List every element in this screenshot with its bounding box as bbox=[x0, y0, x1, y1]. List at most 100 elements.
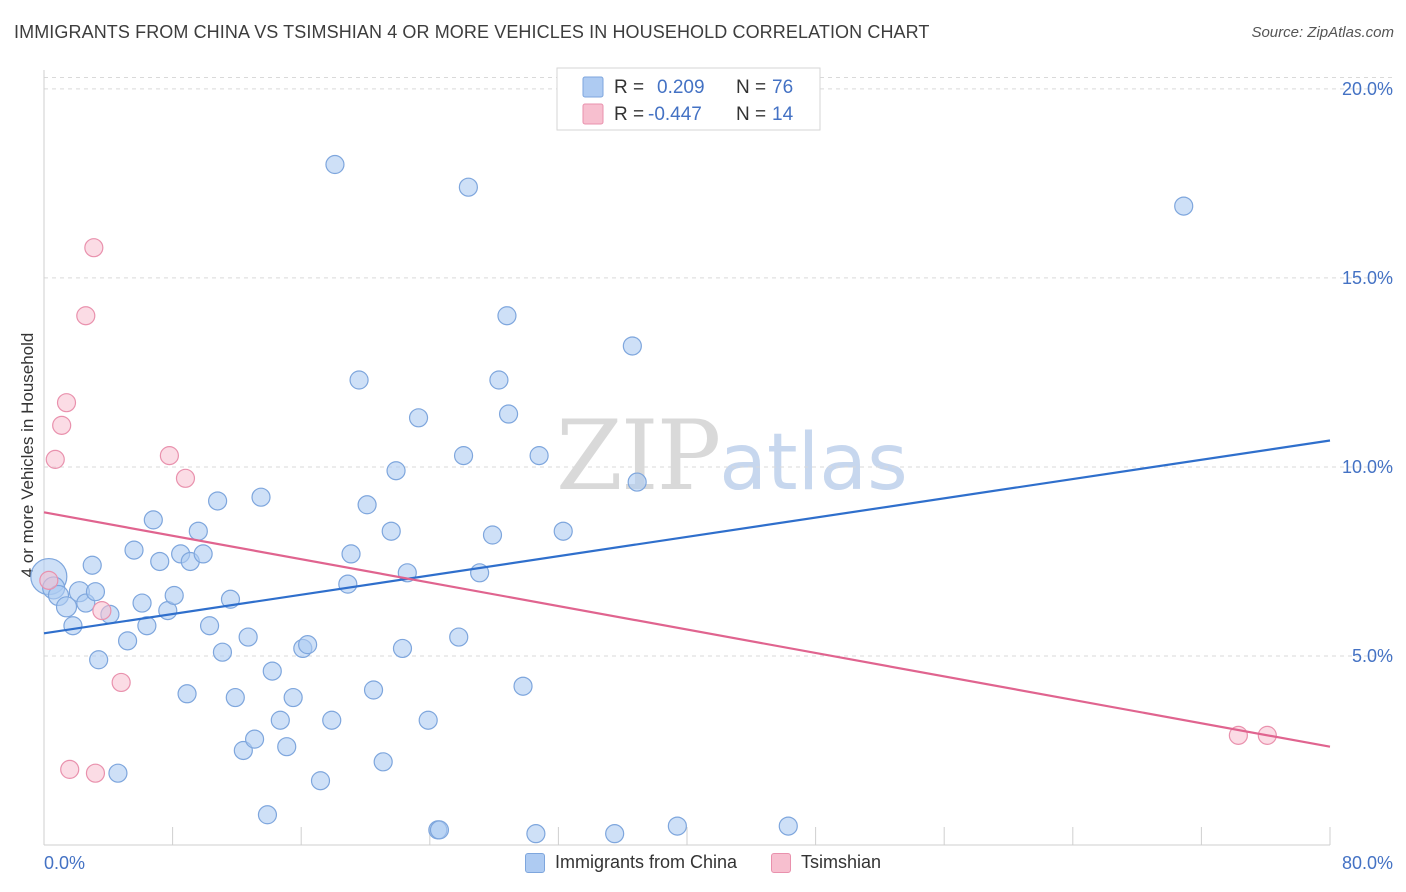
china-point-16 bbox=[143, 510, 163, 530]
china-point-69 bbox=[605, 824, 625, 844]
legend-r-label-tsimshian: R = bbox=[614, 104, 644, 125]
y-tick-label-20: 20.0% bbox=[1342, 79, 1393, 99]
china-point-59 bbox=[458, 177, 478, 197]
y-tick-label-15: 15.0% bbox=[1342, 268, 1393, 288]
watermark-atlas: atlas bbox=[719, 418, 908, 508]
china-point-19 bbox=[164, 585, 184, 606]
china-point-57 bbox=[449, 627, 469, 647]
china-point-58 bbox=[453, 446, 474, 466]
tsimshian-point-11 bbox=[175, 468, 196, 488]
china-point-14 bbox=[132, 593, 152, 613]
series-legend: Immigrants from China Tsimshian bbox=[0, 852, 1406, 873]
china-point-49 bbox=[381, 521, 401, 541]
y-tick-label-10: 10.0% bbox=[1342, 457, 1393, 477]
china-point-48 bbox=[363, 680, 384, 700]
china-point-54 bbox=[408, 408, 429, 428]
tsimshian-point-4 bbox=[60, 759, 80, 779]
legend-n-value-tsimshian: 14 bbox=[772, 104, 794, 125]
china-point-25 bbox=[199, 616, 220, 636]
china-point-27 bbox=[212, 642, 233, 662]
china-point-65 bbox=[513, 676, 533, 696]
china-point-31 bbox=[238, 627, 258, 647]
china-point-50 bbox=[386, 461, 406, 481]
legend-r-label-china: R = bbox=[614, 77, 644, 98]
legend-r-value-china: 0.209 bbox=[657, 77, 705, 98]
legend-n-label-tsimshian: N = bbox=[736, 104, 766, 125]
china-point-21 bbox=[177, 684, 197, 704]
china-point-52 bbox=[392, 638, 413, 659]
china-point-47 bbox=[357, 495, 377, 515]
china-point-46 bbox=[349, 370, 369, 390]
legend-swatch-china bbox=[582, 76, 604, 98]
china-point-8 bbox=[85, 582, 106, 602]
china-point-43 bbox=[325, 154, 345, 175]
china-point-33 bbox=[251, 487, 271, 507]
china-point-24 bbox=[193, 544, 213, 564]
legend-n-value-china: 76 bbox=[772, 77, 793, 98]
tsimshian-point-2 bbox=[52, 415, 72, 435]
x-tick-label-max: 80.0% bbox=[1342, 853, 1393, 873]
chart-title: IMMIGRANTS FROM CHINA VS TSIMSHIAN 4 OR … bbox=[14, 22, 930, 42]
grid-lines bbox=[44, 77, 1392, 657]
tsimshian-point-5 bbox=[76, 306, 96, 326]
china-point-42 bbox=[322, 710, 342, 730]
china-point-13 bbox=[124, 540, 144, 560]
china-point-70 bbox=[622, 336, 642, 356]
china-point-15 bbox=[137, 616, 157, 636]
china-point-71 bbox=[627, 472, 647, 492]
china-point-34 bbox=[257, 805, 278, 825]
china-point-61 bbox=[482, 525, 503, 545]
tsimshian-trend-line bbox=[43, 511, 1331, 748]
series-legend-china: Immigrants from China bbox=[524, 852, 738, 873]
tick-labels: 5.0% 10.0% 15.0% 20.0% 0.0% 80.0% bbox=[44, 79, 1393, 873]
legend-swatch-tsimshian bbox=[582, 103, 604, 125]
legend-r-value-tsimshian: -0.447 bbox=[648, 104, 702, 125]
series-swatch-china bbox=[524, 852, 545, 873]
data-points bbox=[30, 154, 1277, 844]
tsimshian-point-7 bbox=[85, 763, 106, 783]
source-credit: Source: ZipAtlas.com bbox=[1251, 24, 1394, 41]
china-point-36 bbox=[270, 710, 290, 730]
china-point-10 bbox=[89, 650, 109, 670]
china-point-32 bbox=[244, 729, 265, 749]
china-point-40 bbox=[298, 635, 318, 655]
china-point-41 bbox=[310, 771, 331, 791]
china-point-51 bbox=[373, 752, 393, 772]
tsimshian-point-9 bbox=[111, 672, 131, 693]
axes bbox=[43, 70, 1331, 846]
china-point-44 bbox=[338, 574, 358, 594]
china-point-37 bbox=[277, 737, 297, 757]
watermark: ZIPatlas bbox=[556, 400, 908, 512]
correlation-legend: R = 0.209 N = 76 R = -0.447 N = 14 bbox=[556, 67, 821, 131]
china-point-7 bbox=[82, 555, 102, 575]
china-point-11 bbox=[108, 763, 128, 783]
china-point-64 bbox=[498, 404, 519, 424]
china-point-29 bbox=[225, 687, 245, 708]
series-label-tsimshian: Tsimshian bbox=[801, 852, 882, 872]
china-point-23 bbox=[188, 521, 208, 541]
china-point-66 bbox=[526, 824, 546, 844]
china-point-17 bbox=[150, 551, 170, 572]
china-point-55 bbox=[418, 710, 438, 730]
series-label-china: Immigrants from China bbox=[554, 852, 738, 872]
china-point-12 bbox=[117, 631, 138, 651]
china-point-67 bbox=[529, 446, 549, 466]
china-point-38 bbox=[283, 687, 303, 708]
china-point-74 bbox=[1174, 196, 1194, 216]
tsimshian-point-6 bbox=[84, 238, 104, 258]
tsimshian-point-0 bbox=[39, 570, 59, 590]
tsimshian-point-8 bbox=[92, 601, 112, 621]
china-point-62 bbox=[489, 370, 509, 390]
china-point-35 bbox=[262, 661, 282, 681]
x-tick-label-min: 0.0% bbox=[44, 853, 85, 873]
china-point-63 bbox=[497, 306, 517, 326]
watermark-zip: ZIP bbox=[556, 400, 721, 512]
series-legend-tsimshian: Tsimshian bbox=[771, 852, 881, 873]
china-point-45 bbox=[341, 544, 361, 564]
tsimshian-point-10 bbox=[159, 446, 179, 466]
china-point-73 bbox=[778, 816, 798, 836]
china-point-26 bbox=[208, 491, 228, 511]
series-swatch-tsimshian bbox=[771, 852, 792, 873]
china-point-4 bbox=[63, 616, 83, 636]
